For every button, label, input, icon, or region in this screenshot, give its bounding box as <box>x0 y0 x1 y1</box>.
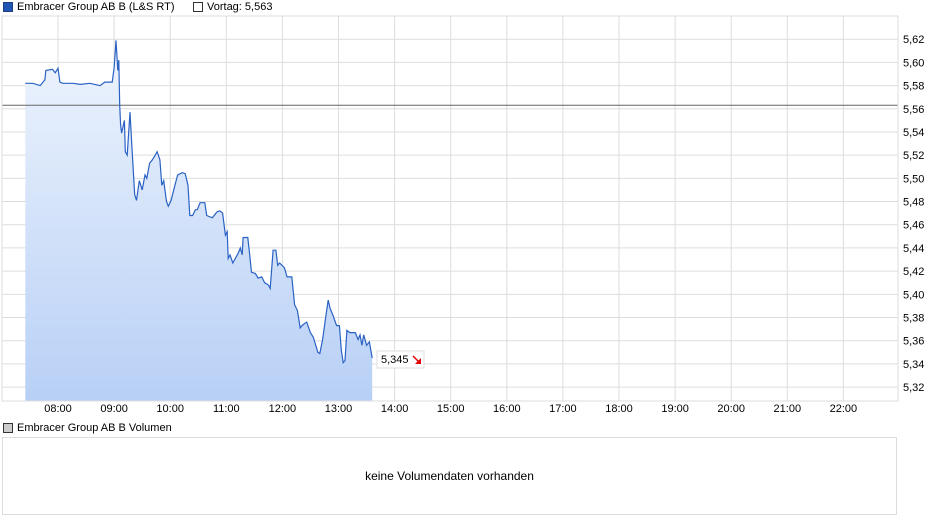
y-tick-label: 5,44 <box>903 243 924 255</box>
y-tick-label: 5,46 <box>903 220 924 232</box>
previous-close-swatch-icon <box>193 2 203 12</box>
x-tick-label: 14:00 <box>381 403 409 415</box>
last-value-label: 5,345 <box>381 354 409 366</box>
y-tick-label: 5,38 <box>903 313 924 325</box>
previous-close-legend: Vortag: 5,563 <box>193 1 272 13</box>
x-tick-label: 22:00 <box>830 403 858 415</box>
previous-close-label: Vortag: 5,563 <box>207 1 273 13</box>
y-tick-label: 5,56 <box>903 104 924 116</box>
y-tick-label: 5,48 <box>903 197 924 209</box>
x-tick-label: 10:00 <box>156 403 184 415</box>
x-tick-label: 12:00 <box>269 403 297 415</box>
x-tick-label: 11:00 <box>213 403 240 415</box>
x-tick-label: 18:00 <box>605 403 633 415</box>
x-tick-label: 09:00 <box>100 403 128 415</box>
series-label: Embracer Group AB B (L&S RT) <box>17 1 175 13</box>
y-tick-label: 5,34 <box>903 359 924 371</box>
y-tick-label: 5,50 <box>903 173 924 185</box>
last-value-badge: 5,345 <box>376 350 425 369</box>
y-tick-label: 5,52 <box>903 150 924 162</box>
volume-legend: Embracer Group AB B Volumen <box>3 422 172 434</box>
x-tick-label: 21:00 <box>774 403 802 415</box>
series-legend: Embracer Group AB B (L&S RT) <box>3 1 175 13</box>
y-tick-label: 5,58 <box>903 81 924 93</box>
y-tick-label: 5,42 <box>903 266 924 278</box>
x-tick-label: 19:00 <box>661 403 689 415</box>
price-chart[interactable]: 08:00 09:00 10:00 11:00 12:00 13:00 14:00 15:00… <box>0 0 940 420</box>
price-area-fill <box>25 40 373 402</box>
y-tick-label: 5,40 <box>903 289 924 301</box>
x-tick-label: 16:00 <box>493 403 521 415</box>
volume-label: Embracer Group AB B Volumen <box>17 422 172 434</box>
y-tick-label: 5,60 <box>903 57 924 69</box>
x-tick-label: 13:00 <box>325 403 353 415</box>
plot-border <box>1 15 899 402</box>
y-tick-label: 5,54 <box>903 127 924 139</box>
volume-empty-message: keine Volumendaten vorhanden <box>365 469 534 483</box>
price-line <box>25 40 373 365</box>
volume-swatch-icon <box>3 423 13 433</box>
x-tick-label: 17:00 <box>549 403 577 415</box>
x-tick-label: 20:00 <box>717 403 745 415</box>
arrow-down-right-icon <box>412 355 421 364</box>
x-tick-label: 08:00 <box>44 403 72 415</box>
x-tick-label: 15:00 <box>437 403 465 415</box>
series-swatch-icon <box>3 2 13 12</box>
y-tick-label: 5,36 <box>903 336 924 348</box>
y-tick-label: 5,62 <box>903 34 924 46</box>
y-tick-label: 5,32 <box>903 382 924 394</box>
volume-panel: keine Volumendaten vorhanden <box>2 437 897 515</box>
